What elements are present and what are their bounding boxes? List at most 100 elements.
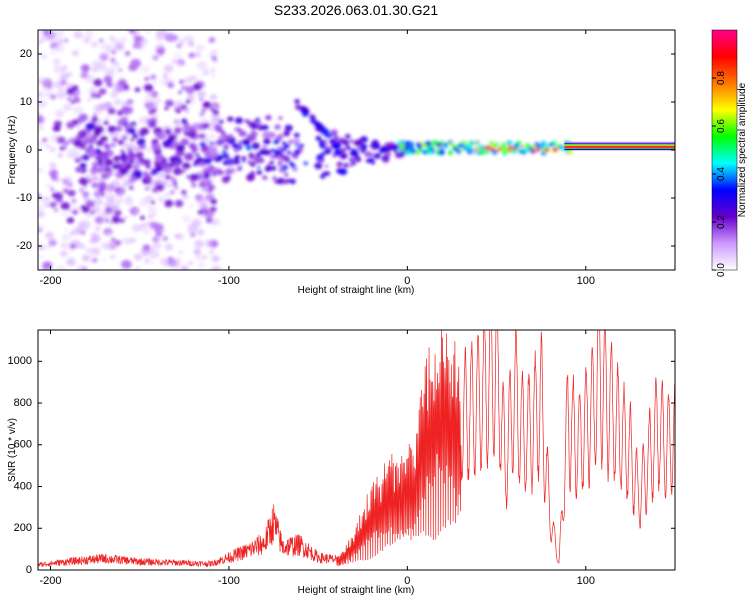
spectrogram-cell (85, 174, 90, 179)
spectrogram-cell (133, 165, 139, 171)
spectrogram-cell (95, 148, 102, 154)
spectrogram-cell (78, 243, 85, 250)
spectrogram-cell (197, 210, 203, 215)
spectrogram-cell (249, 161, 256, 167)
spectrogram-cell (294, 99, 300, 104)
spectrogram-cell (255, 152, 261, 157)
spectrogram-cell (318, 139, 325, 145)
spectrogram-cell (110, 254, 116, 259)
spectrogram-cell (38, 228, 42, 232)
spectrogram-cell (141, 225, 152, 235)
snr-xlabel: Height of straight line (km) (298, 585, 415, 596)
spectrogram-cell (133, 253, 143, 261)
spectrogram-cell (117, 139, 125, 145)
spectrogram-cell (295, 104, 302, 110)
spectrogram-cell (65, 71, 73, 78)
spectrogram-cell (155, 230, 163, 237)
spectrogram-cell (118, 68, 123, 72)
spectrogram-cell (257, 166, 261, 169)
spectrogram-cell (55, 38, 65, 45)
spectrogram-cell (94, 216, 104, 224)
spectrogram-cell (483, 149, 490, 154)
spectrogram-cell (188, 52, 195, 58)
spectrogram-cell (70, 100, 75, 104)
spectrogram-cell (130, 58, 142, 68)
spectrogram-cell (179, 80, 184, 84)
spectrogram-cell (157, 157, 163, 163)
spectrogram-cell (332, 153, 337, 158)
spectrogram-cell (38, 91, 44, 98)
spectrogram-cell (324, 171, 331, 177)
spectrogram-cell (59, 146, 65, 151)
spectrogram-cell (237, 128, 243, 133)
spectrogram-cell (60, 250, 68, 257)
spectrogram-cell (180, 265, 189, 270)
spectrogram-cell (120, 149, 125, 153)
spectrogram-cell (351, 161, 356, 166)
spectrogram-cell (73, 30, 83, 39)
spectrogram-cell (110, 57, 116, 63)
spectrogram-cell (53, 64, 62, 72)
spectrogram-marks (38, 30, 675, 270)
spectrogram-cell (545, 148, 550, 152)
spectrogram-cell (83, 36, 91, 43)
spectrogram-cell (286, 150, 291, 155)
spectrogram-cell (116, 197, 124, 203)
spectrogram-cell (80, 231, 86, 235)
spectrogram-cell (312, 117, 316, 121)
spectrogram-cell (273, 139, 280, 145)
spectrogram-cell (53, 58, 61, 65)
spectrogram-cell (208, 189, 213, 193)
spectrogram-cell (124, 197, 134, 206)
spectrogram-cell (324, 164, 329, 168)
spectrogram-cell (91, 233, 101, 242)
spectrogram-cell (55, 264, 66, 270)
spectrogram-cell (127, 127, 136, 135)
spectrogram-cell (119, 218, 125, 223)
spectrogram-cell (70, 204, 75, 208)
spectrogram-cell (264, 166, 271, 172)
spectrogram-cell (314, 162, 323, 170)
spectrogram-cell (136, 138, 146, 146)
spectrogram-cell (276, 133, 284, 140)
spectrogram-cell (98, 182, 107, 190)
spectrogram-cell (152, 187, 158, 193)
spectrogram-cell (109, 201, 121, 211)
spectrogram-cell (185, 110, 190, 114)
spectrogram-cell (373, 153, 381, 159)
spectrogram-cell (164, 128, 172, 135)
spectrogram-cell (219, 141, 223, 145)
spectrogram-cell (122, 181, 130, 188)
spectrogram-cell (87, 98, 92, 102)
spectrogram-cell (264, 138, 269, 143)
spectrogram-cell (152, 113, 158, 118)
spectrogram-cell (181, 189, 187, 195)
spectrogram-cell (196, 61, 208, 71)
spectrogram-cell (114, 43, 125, 52)
spectrogram-cell (210, 198, 218, 205)
spectrogram-cell (96, 167, 104, 173)
spectrogram-cell (69, 248, 75, 253)
spectrogram-cell (244, 119, 250, 123)
spectrogram-cell (209, 94, 217, 101)
spectrogram-cell (520, 144, 524, 148)
spectrogram-cell (209, 141, 215, 146)
spectrogram-cell (121, 152, 126, 157)
spectrogram-cell (164, 106, 169, 111)
spectrogram-cell (140, 215, 145, 220)
spectrogram-cell (190, 173, 197, 179)
spectrogram-cell (261, 175, 268, 180)
spectrogram-cell (113, 156, 120, 162)
spectrogram-cell (210, 73, 216, 78)
spectrogram-cell (555, 148, 559, 151)
spectrogram-cell (103, 120, 109, 126)
spectrogram-cell (165, 175, 171, 180)
spectrogram-cell (134, 209, 140, 214)
spectrogram-cell (512, 148, 517, 152)
spectrogram-cell (164, 243, 174, 251)
spectrogram-cell (434, 146, 440, 151)
spectrogram-cell (486, 145, 490, 149)
spectrogram-cell (124, 114, 129, 118)
spectrogram-cell (552, 149, 556, 152)
spectrogram-cell (131, 121, 137, 127)
